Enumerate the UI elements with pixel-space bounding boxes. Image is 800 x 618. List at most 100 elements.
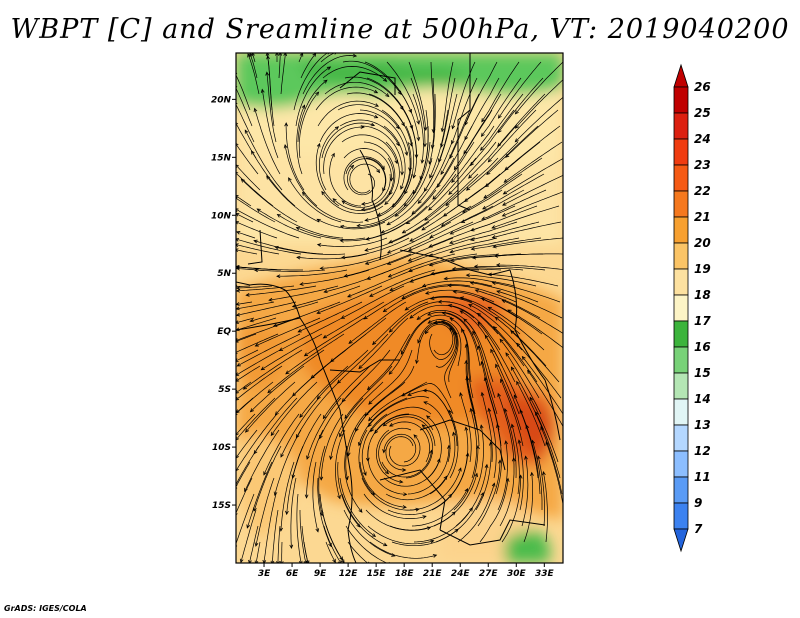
streamline-arrow — [401, 295, 406, 299]
streamline-arrow — [316, 310, 321, 314]
streamline — [341, 134, 398, 164]
streamline-arrow — [447, 303, 453, 308]
streamline — [511, 424, 520, 495]
streamline-arrow — [276, 560, 280, 563]
streamline — [429, 93, 436, 164]
streamline — [330, 317, 387, 362]
streamline-arrow — [404, 306, 409, 311]
streamline — [346, 92, 405, 126]
streamline-arrow — [497, 392, 501, 398]
streamline-arrow — [468, 304, 473, 308]
streamline — [477, 460, 501, 527]
streamline-arrow — [236, 243, 239, 247]
streamline-arrow — [401, 229, 406, 234]
streamline-arrow — [412, 174, 417, 179]
streamline-arrow — [403, 492, 408, 497]
streamline — [368, 396, 430, 427]
streamline-arrow — [540, 426, 544, 431]
streamline — [303, 541, 309, 563]
streamline-arrow — [422, 515, 427, 519]
streamline — [236, 301, 275, 310]
streamline — [470, 109, 515, 166]
map-frame — [235, 52, 564, 564]
streamline — [299, 510, 307, 563]
streamline-arrow — [315, 528, 320, 533]
streamline-arrow — [394, 212, 399, 217]
legend-label: 17 — [694, 314, 711, 328]
streamline — [464, 61, 498, 125]
streamline — [392, 141, 412, 208]
streamline-arrow — [432, 195, 437, 200]
streamline-arrow — [440, 319, 446, 324]
streamline-arrow — [347, 293, 352, 298]
streamline-arrow — [274, 411, 279, 416]
streamline — [440, 77, 456, 148]
streamline — [502, 191, 563, 217]
streamline — [236, 301, 297, 316]
streamline-arrow — [274, 245, 279, 250]
streamline — [339, 119, 400, 146]
legend-label: 25 — [694, 106, 711, 120]
streamline — [236, 381, 274, 415]
streamline — [347, 165, 376, 196]
streamline-arrow — [519, 409, 524, 414]
streamline-arrow — [500, 378, 504, 383]
streamline-arrow — [440, 222, 446, 227]
legend-swatch — [673, 346, 689, 374]
streamline — [293, 53, 328, 111]
streamline — [361, 157, 394, 210]
streamline-arrow — [504, 440, 509, 445]
streamline-arrow — [382, 422, 387, 427]
streamline-arrow — [253, 450, 258, 455]
streamline — [236, 397, 276, 441]
streamline-arrow — [266, 175, 271, 180]
streamline-arrow — [505, 153, 510, 158]
streamline-arrow — [408, 268, 413, 273]
streamline-arrow — [304, 494, 309, 499]
streamline-arrow — [449, 249, 454, 254]
streamline-arrow — [443, 276, 448, 281]
streamline-arrow — [473, 264, 479, 269]
lon-tick-label: 3E — [258, 569, 271, 579]
streamline-arrow — [542, 470, 546, 476]
streamline-arrow — [328, 542, 332, 548]
streamline — [495, 364, 522, 431]
streamline-arrow — [316, 243, 322, 247]
streamline-arrow — [449, 240, 454, 244]
streamline — [428, 237, 498, 257]
streamline-arrow — [430, 296, 435, 301]
streamline — [407, 445, 450, 495]
streamline — [244, 429, 280, 492]
streamline — [523, 472, 533, 543]
streamline-arrow — [401, 392, 406, 397]
streamline-arrow — [388, 239, 393, 244]
streamline — [464, 77, 500, 140]
streamline-arrow — [382, 449, 386, 454]
streamline — [365, 237, 432, 265]
streamline-arrow — [483, 376, 488, 382]
streamline-arrow — [337, 494, 341, 500]
streamline — [451, 427, 469, 495]
streamline-arrow — [239, 558, 244, 563]
streamline — [383, 433, 417, 463]
streamline — [368, 349, 413, 405]
streamline-arrow — [299, 413, 304, 418]
streamline — [236, 365, 283, 401]
streamline — [505, 352, 542, 415]
streamline — [341, 237, 410, 259]
streamline-arrow — [332, 198, 337, 203]
streamline — [249, 53, 258, 79]
streamline-arrow — [440, 128, 445, 133]
streamline — [495, 317, 547, 367]
streamline-arrow — [340, 315, 345, 319]
streamline-arrow — [430, 144, 435, 150]
streamline-arrow — [364, 261, 370, 265]
streamline-arrow — [374, 103, 380, 107]
streamline-arrow — [484, 183, 490, 188]
streamline-arrow — [263, 471, 267, 476]
streamline — [470, 282, 539, 303]
streamline-arrow — [452, 289, 457, 294]
streamline — [465, 344, 476, 415]
streamline-arrow — [369, 293, 374, 297]
streamline — [466, 274, 537, 287]
